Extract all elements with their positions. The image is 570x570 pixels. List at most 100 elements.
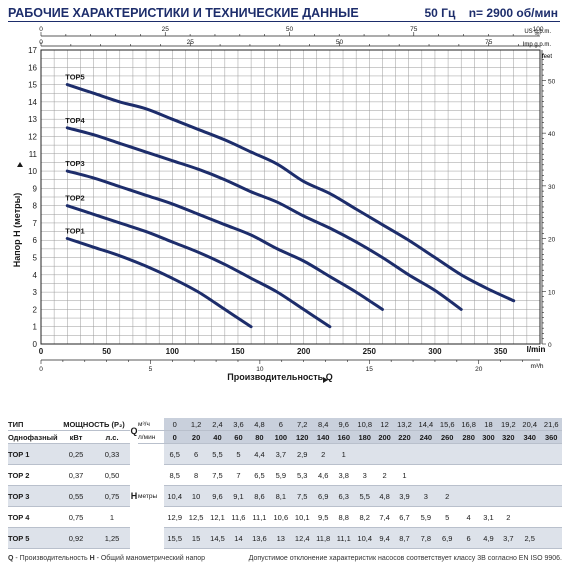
row-h-cell	[415, 464, 437, 486]
row-h-cell: 9,5	[312, 506, 334, 528]
y-tick-label: 11	[29, 150, 38, 159]
y-tick-label: 3	[33, 288, 38, 297]
y-tick-label: 15	[28, 81, 37, 90]
row-kw: 0,92	[58, 527, 94, 549]
row-kw: 0,55	[58, 485, 94, 507]
row-kw: 0,25	[58, 443, 94, 465]
x-tick-label: 100	[166, 347, 180, 356]
footer-h-text: - Общий манометрический напор	[94, 555, 205, 562]
row-h-cell: 14	[228, 527, 249, 549]
row-h-cell	[375, 443, 394, 465]
table-header-row: Однофазный кВт л.с. л/мин 0 20 40 60 80 100 120 140…	[8, 430, 562, 444]
row-h-cell: 8,8	[333, 506, 355, 528]
row-h-cell: 5,5	[354, 485, 376, 507]
row-h-cell	[519, 506, 541, 528]
series-label-top3: TOP3	[65, 159, 84, 168]
row-h-cell: 12,1	[206, 506, 229, 528]
row-h-cell: 5,9	[415, 506, 437, 528]
q-m3h-cell: 15,6	[436, 418, 458, 431]
row-hp: 1,25	[94, 527, 130, 549]
row-h-cell	[436, 464, 458, 486]
x-tick-label: 250	[363, 347, 377, 356]
row-h-cell: 3,9	[393, 485, 416, 507]
x-tick-label: 0	[39, 347, 44, 356]
q-m3h-cell: 3,6	[228, 418, 249, 431]
y-tick-label: 1	[33, 323, 38, 332]
row-h-cell: 4,8	[375, 485, 394, 507]
row-h-cell: 8,1	[270, 485, 292, 507]
q-m3h-cell: 20,4	[519, 418, 541, 431]
row-hp: 0,50	[94, 464, 130, 486]
chart-labels: TOP1 TOP2 TOP3 TOP4 TOP5	[65, 73, 85, 236]
row-h-cell: 7,8	[415, 527, 437, 549]
header-rule	[8, 21, 560, 22]
col-power-header: МОЩНОСТЬ (P₂)	[58, 418, 130, 431]
row-h-cell: 8,5	[164, 464, 186, 486]
imp-gpm-tick-label: 50	[336, 39, 344, 46]
row-hp: 0,75	[94, 485, 130, 507]
row-hp: 1	[94, 506, 130, 528]
y-axis-label: Напор H (метры)	[12, 193, 22, 268]
row-h-cell	[540, 464, 562, 486]
q-lmin-cell: 340	[519, 430, 541, 444]
row-h-cell	[497, 443, 520, 465]
y-tick-label: 8	[33, 202, 38, 211]
x-tick-label: 200	[297, 347, 311, 356]
q-lmin-cell: 40	[206, 430, 229, 444]
feet-tick-label: 40	[548, 131, 556, 138]
row-h-cell: 10,4	[164, 485, 186, 507]
row-h-cell: 2	[375, 464, 394, 486]
row-h-cell: 6,3	[333, 485, 355, 507]
row-h-cell: 5	[228, 443, 249, 465]
x-unit-us: US g.p.m.	[524, 29, 551, 35]
row-h-cell: 2,9	[291, 443, 313, 465]
row-h-cell	[540, 485, 562, 507]
row-h-cell	[393, 443, 416, 465]
row-h-cell: 3	[354, 464, 376, 486]
row-h-cell	[497, 464, 520, 486]
curve-top1	[65, 237, 253, 329]
footer-q-symbol: Q	[8, 555, 14, 562]
row-type: TOP 2	[8, 464, 58, 486]
row-h-cell: 11,1	[248, 506, 271, 528]
x-unit-imp: Imp g.p.m.	[523, 42, 552, 48]
row-h-cell: 9,6	[206, 485, 229, 507]
row-h-cell	[519, 464, 541, 486]
row-h-cell: 6	[185, 443, 207, 465]
q-m3h-cell: 2,4	[206, 418, 229, 431]
row-h-cell: 9,4	[375, 527, 394, 549]
feet-tick-label: 50	[548, 78, 556, 85]
row-h-cell	[540, 506, 562, 528]
series-label-top5: TOP5	[65, 73, 84, 82]
q-lmin-cell: 0	[164, 430, 186, 444]
imp-gpm-tick-label: 0	[39, 39, 43, 46]
row-h-cell: 3,1	[479, 506, 498, 528]
q-lmin-cell: 20	[185, 430, 207, 444]
row-h-cell: 11,6	[228, 506, 249, 528]
x-unit-lmin: l/min	[527, 345, 546, 354]
curve-top3	[65, 169, 384, 311]
frequency-label: 50 Гц	[424, 6, 456, 20]
row-h-cell: 2,5	[519, 527, 541, 549]
row-h-cell	[457, 464, 480, 486]
row-h-cell	[540, 443, 562, 465]
curve-top2	[65, 204, 332, 329]
curve-top4	[65, 126, 463, 311]
row-h-cell: 8,2	[354, 506, 376, 528]
us-gpm-tick-label: 50	[286, 26, 294, 33]
footer-legend: Q - Производительность H - Общий маномет…	[8, 555, 205, 562]
x-tick-label: 50	[102, 347, 111, 356]
footer-h-symbol: H	[89, 555, 95, 562]
footer-tolerance-note: Допустимое отклонение характеристик насо…	[248, 555, 562, 562]
row-h-cell	[540, 527, 562, 549]
row-h-cell: 11,1	[333, 527, 355, 549]
y-tick-label: 5	[33, 254, 38, 263]
row-h-cell: 12,5	[185, 506, 207, 528]
row-h-cell	[519, 485, 541, 507]
x-axis-arrow	[323, 377, 328, 383]
q-label: Q	[130, 425, 138, 436]
